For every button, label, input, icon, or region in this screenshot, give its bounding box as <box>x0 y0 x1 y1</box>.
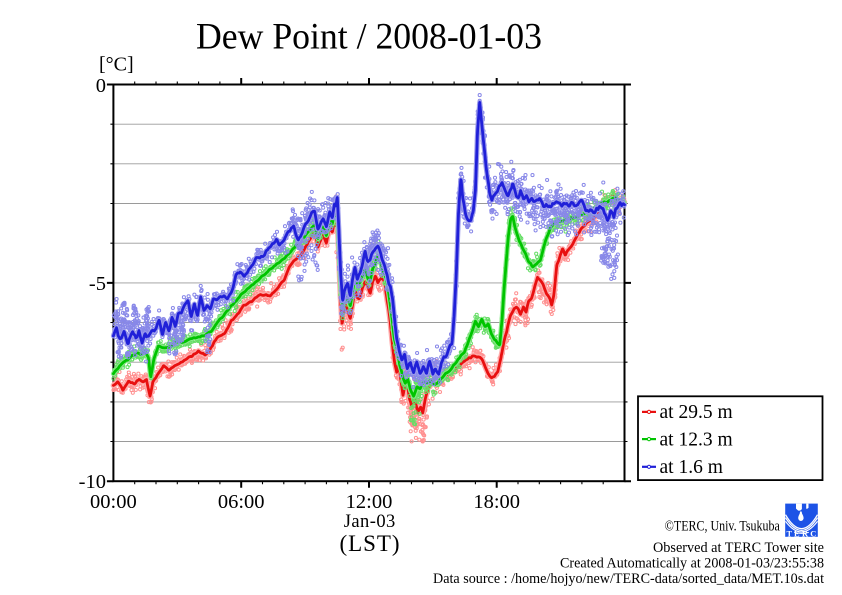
svg-text:0: 0 <box>96 75 106 97</box>
svg-text:00:00: 00:00 <box>90 491 137 513</box>
svg-text:Dew Point / 2008-01-03: Dew Point / 2008-01-03 <box>196 17 542 58</box>
svg-text:12:00: 12:00 <box>346 491 393 513</box>
svg-text:[°C]: [°C] <box>99 54 134 76</box>
svg-text:-5: -5 <box>89 273 106 295</box>
svg-text:06:00: 06:00 <box>218 491 265 513</box>
svg-text:Jan-03: Jan-03 <box>344 512 396 532</box>
svg-text:-10: -10 <box>79 471 106 493</box>
svg-text:(LST): (LST) <box>340 531 400 556</box>
svg-text:18:00: 18:00 <box>473 491 520 513</box>
